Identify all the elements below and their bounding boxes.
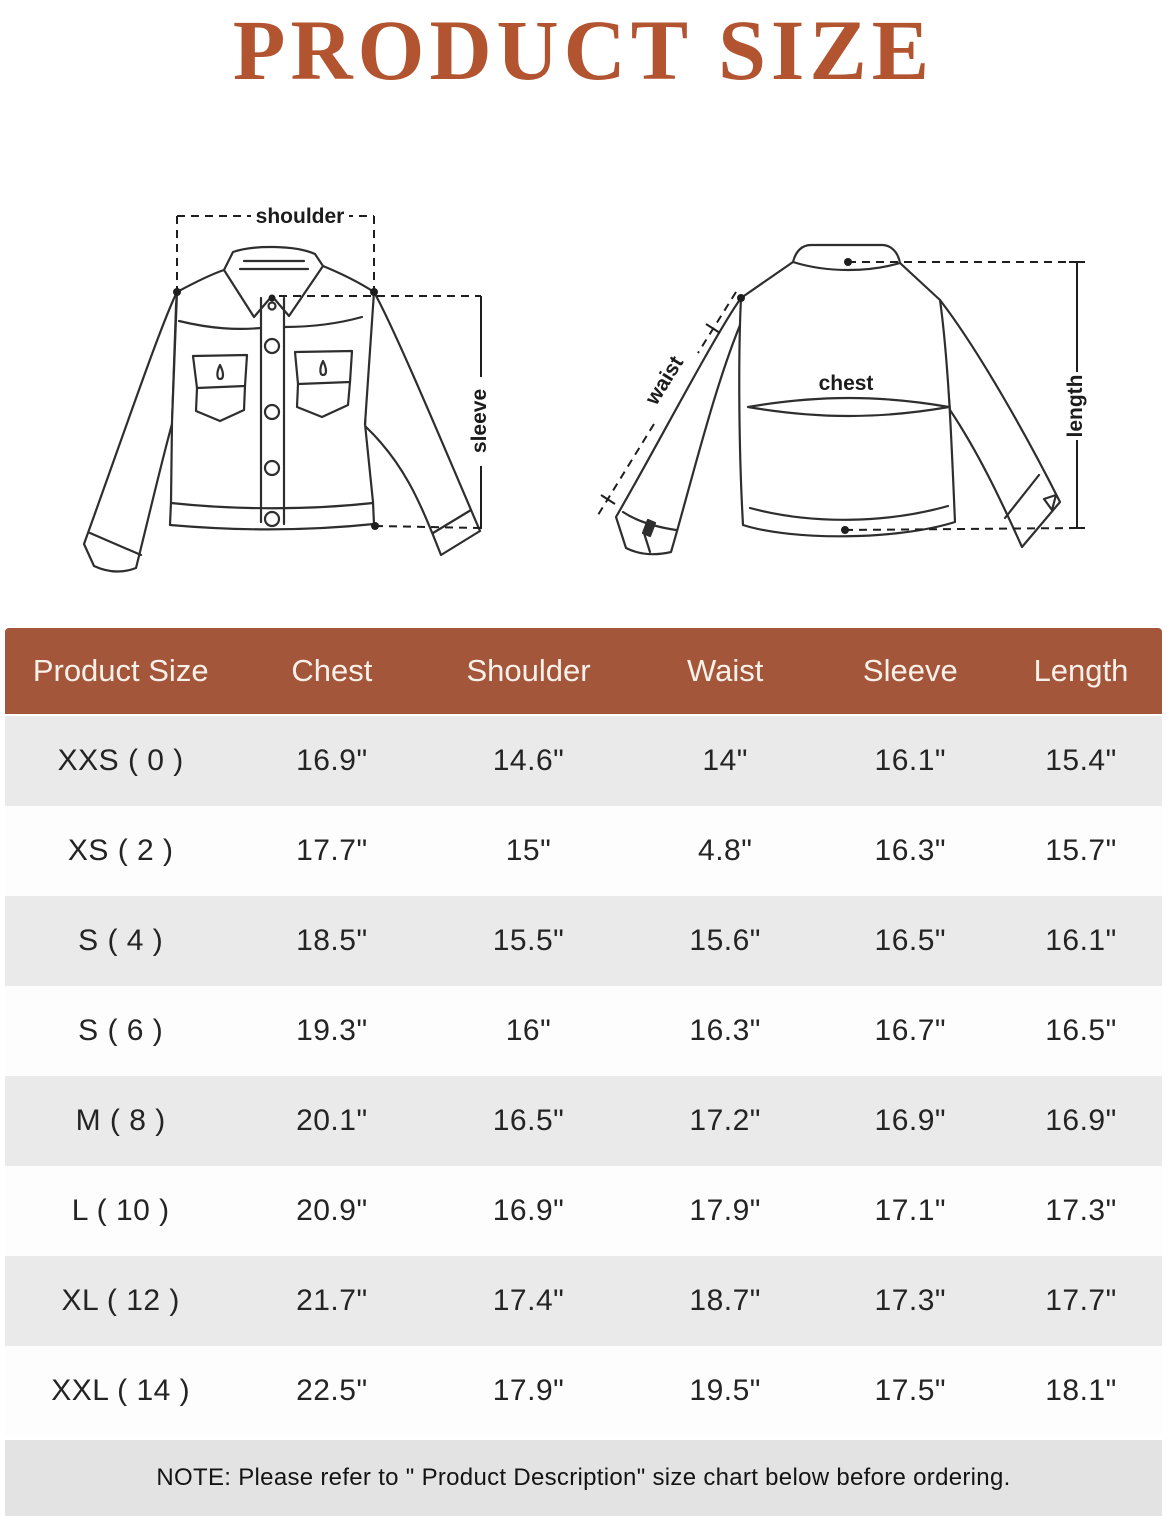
column-header: Sleeve: [820, 628, 1000, 716]
size-table: Product Size Chest Shoulder Waist Sleeve Leng…: [5, 628, 1162, 1436]
size-label-cell: S ( 6 ): [78, 1014, 164, 1047]
label-chest: chest: [819, 372, 874, 395]
measurement-cell: 18.1": [1045, 1374, 1117, 1407]
table-row: XXS ( 0 ) 16.9" 14.6" 14" 16.1" 15.4": [5, 715, 1162, 806]
measurement-diagrams: shoulder sleeve: [0, 96, 1167, 628]
measurement-cell: 16.5": [1045, 1014, 1117, 1047]
size-label-cell: XXL ( 14 ): [51, 1374, 191, 1407]
column-header: Chest: [236, 628, 428, 716]
size-label-cell: XXS ( 0 ): [57, 744, 184, 777]
measurement-cell: 16.9": [492, 1194, 565, 1227]
measurement-cell: 4.8": [698, 834, 753, 867]
jacket-front-drawing: [82, 245, 482, 573]
size-label-cell: M ( 8 ): [75, 1104, 166, 1137]
measurement-cell: 15.4": [1045, 744, 1117, 777]
measurement-cell: 17.2": [689, 1104, 761, 1137]
page-title: PRODUCT SIZE: [232, 2, 935, 98]
jacket-back-diagram: length waist chest: [597, 243, 1087, 556]
measurement-cell: 17.4": [492, 1284, 565, 1317]
measurement-cell: 14": [702, 744, 748, 777]
measurement-cell: 16.5": [874, 924, 947, 957]
measurement-cell: 17.3": [1045, 1194, 1117, 1227]
measurement-cell: 17.7": [1045, 1284, 1117, 1317]
column-header: Length: [999, 628, 1162, 716]
column-header: Shoulder: [427, 628, 630, 716]
measurement-cell: 14.6": [492, 744, 565, 777]
measurement-cell: 21.7": [296, 1284, 368, 1317]
measurement-cell: 17.5": [874, 1374, 947, 1407]
measurement-cell: 19.3": [296, 1014, 368, 1047]
column-header: Waist: [629, 628, 821, 716]
measurement-cell: 16.3": [689, 1014, 761, 1047]
measurement-cell: 22.5": [296, 1374, 368, 1407]
measurement-cell: 16.9": [874, 1104, 947, 1137]
measurement-cell: 17.1": [874, 1194, 947, 1227]
label-shoulder: shoulder: [256, 205, 345, 228]
table-row: M ( 8 ) 20.1" 16.5" 17.2" 16.9" 16.9": [5, 1076, 1162, 1166]
measurement-cell: 17.3": [874, 1284, 947, 1317]
measurement-cell: 16.5": [492, 1104, 565, 1137]
measurement-cell: 15": [505, 834, 552, 867]
measurement-cell: 18.5": [296, 924, 368, 957]
table-row: XS ( 2 ) 17.7" 15" 4.8" 16.3" 15.7": [5, 806, 1162, 896]
measurement-cell: 19.5": [689, 1374, 761, 1407]
size-label-cell: S ( 4 ): [78, 924, 164, 957]
measurement-cell: 20.1": [296, 1104, 368, 1137]
size-chart: Product Size Chest Shoulder Waist Sleeve Leng…: [5, 628, 1162, 1436]
measurement-cell: 17.9": [689, 1194, 761, 1227]
measurement-cell: 16.7": [874, 1014, 947, 1047]
table-row: L ( 10 ) 20.9" 16.9" 17.9" 17.1" 17.3": [5, 1166, 1162, 1256]
measurement-cell: 15.7": [1045, 834, 1117, 867]
size-label-cell: XL ( 12 ): [61, 1284, 180, 1317]
table-row: S ( 4 ) 18.5" 15.5" 15.6" 16.5" 16.1": [5, 896, 1162, 986]
label-length: length: [1064, 375, 1087, 438]
table-body: XXS ( 0 ) 16.9" 14.6" 14" 16.1" 15.4" XS ( 2 )…: [5, 715, 1162, 1436]
measurement-cell: 17.9": [492, 1374, 565, 1407]
footnote: NOTE: Please refer to " Product Descript…: [5, 1440, 1162, 1516]
measurement-cell: 15.6": [689, 924, 761, 957]
measurement-cell: 15.5": [492, 924, 565, 957]
measurement-cell: 16.3": [874, 834, 947, 867]
measurement-cell: 16.1": [874, 744, 947, 777]
measurement-cell: 17.7": [296, 834, 368, 867]
table-header: Product Size Chest Shoulder Waist Sleeve Leng…: [5, 628, 1162, 716]
measurement-cell: 16.1": [1045, 924, 1117, 957]
table-row: S ( 6 ) 19.3" 16" 16.3" 16.7" 16.5": [5, 986, 1162, 1076]
table-header-row: Product Size Chest Shoulder Waist Sleeve Leng…: [5, 628, 1162, 716]
column-header: Product Size: [5, 628, 237, 716]
table-row: XXL ( 14 ) 22.5" 17.9" 19.5" 17.5" 18.1": [5, 1346, 1162, 1436]
table-row: XL ( 12 ) 21.7" 17.4" 18.7" 17.3" 17.7": [5, 1256, 1162, 1346]
size-label-cell: XS ( 2 ): [67, 834, 174, 867]
measurement-cell: 20.9": [296, 1194, 368, 1227]
measurement-cell: 16.9": [296, 744, 368, 777]
measurement-cell: 16": [505, 1014, 552, 1047]
jacket-front-diagram: shoulder sleeve: [82, 201, 491, 573]
measurement-cell: 18.7": [689, 1284, 761, 1317]
front-measure-lines: shoulder sleeve: [173, 201, 491, 530]
jacket-back-drawing: [614, 243, 1062, 556]
label-sleeve: sleeve: [468, 389, 491, 453]
measurement-cell: 16.9": [1045, 1104, 1117, 1137]
size-label-cell: L ( 10 ): [71, 1194, 170, 1227]
